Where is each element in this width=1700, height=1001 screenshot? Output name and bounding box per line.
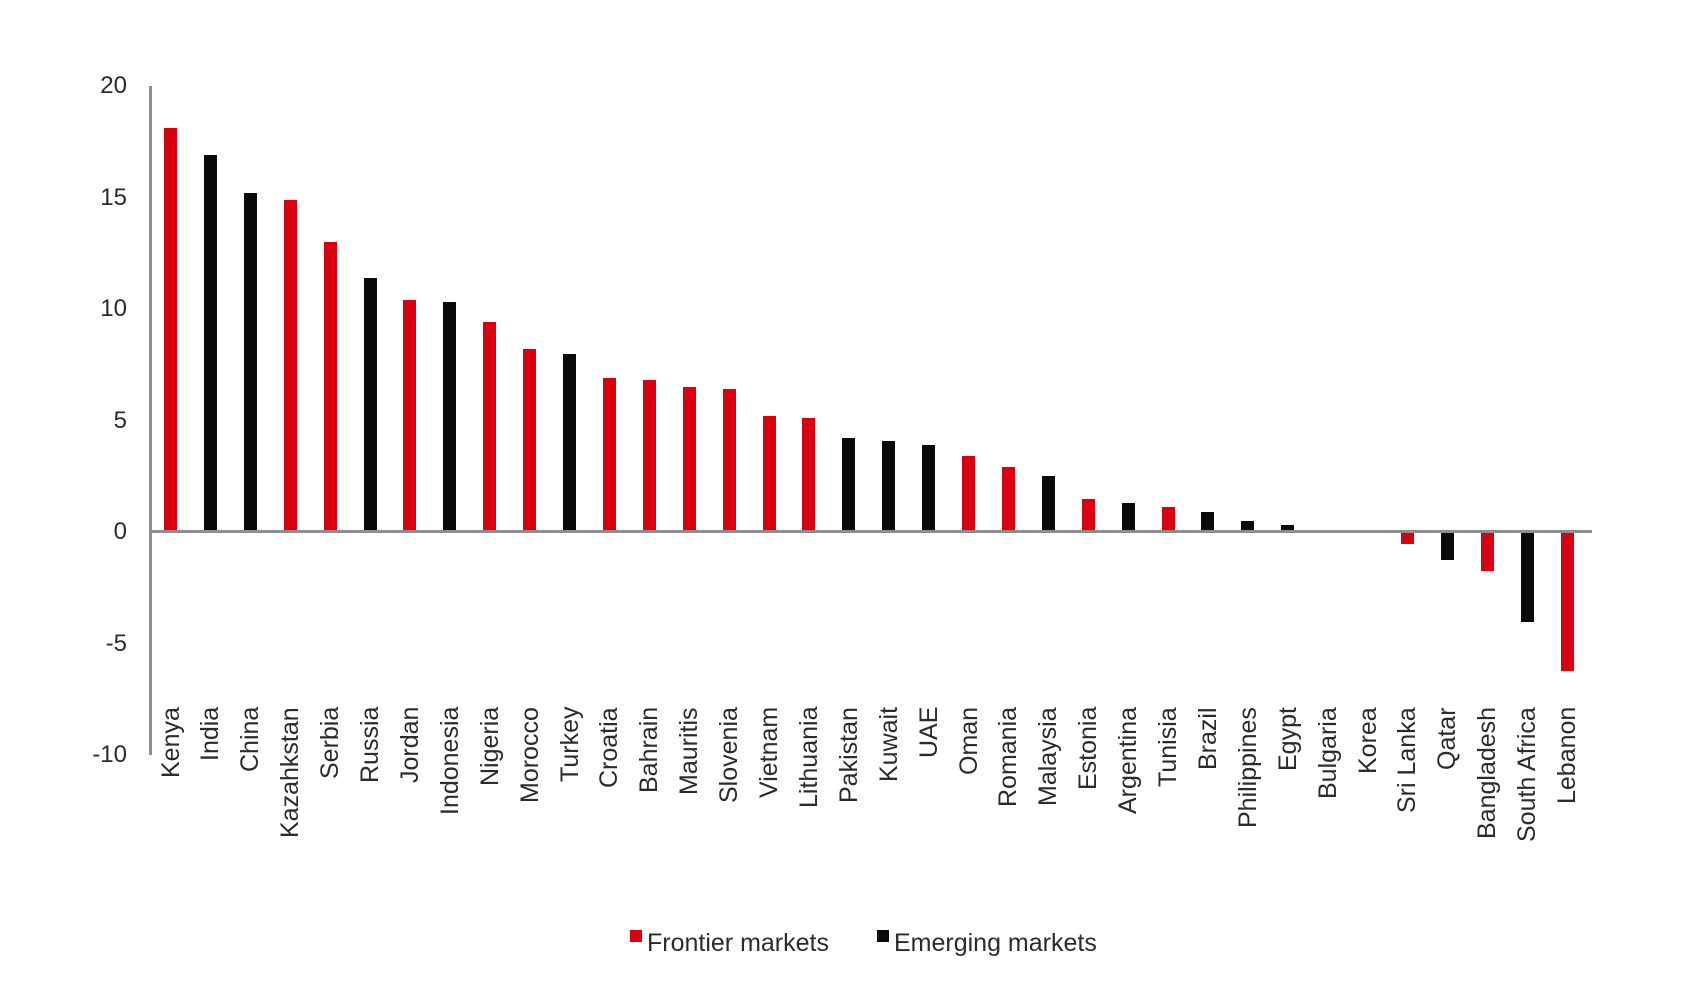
x-label-qatar: Qatar xyxy=(1433,707,1462,770)
x-label-turkey: Turkey xyxy=(555,707,584,783)
bar-bangladesh xyxy=(1480,533,1494,571)
x-label-bulgaria: Bulgaria xyxy=(1313,707,1342,799)
bar-slovenia xyxy=(722,389,736,532)
x-label-uae: UAE xyxy=(914,707,943,759)
bar-egypt xyxy=(1281,525,1295,532)
x-label-bahrain: Bahrain xyxy=(635,707,664,794)
bar-croatia xyxy=(602,378,616,532)
legend-swatch-frontier-markets xyxy=(630,930,642,942)
x-label-lithuania: Lithuania xyxy=(794,707,823,809)
x-label-oman: Oman xyxy=(954,707,983,776)
bar-serbia xyxy=(323,242,337,532)
bar-kenya xyxy=(164,128,177,532)
legend-label-frontier-markets: Frontier markets xyxy=(647,929,829,957)
bar-lebanon xyxy=(1560,533,1574,672)
x-axis-zero-line xyxy=(149,530,1592,533)
x-label-jordan: Jordan xyxy=(395,707,424,784)
y-tick-label-5: 5 xyxy=(113,406,127,434)
legend-swatch-emerging-markets xyxy=(876,930,889,942)
bar-turkey xyxy=(563,353,576,532)
x-label-pakistan: Pakistan xyxy=(834,707,863,803)
y-tick-label-15: 15 xyxy=(100,183,127,211)
bar-vietnam xyxy=(762,416,776,532)
y-axis-line xyxy=(149,86,152,755)
legend-item-emerging-markets: Emerging markets xyxy=(876,928,1097,958)
x-label-russia: Russia xyxy=(356,707,384,784)
x-label-estonia: Estonia xyxy=(1074,707,1103,791)
x-label-vietnam: Vietnam xyxy=(755,707,783,799)
x-label-china: China xyxy=(236,707,265,773)
x-label-mauritis: Mauritis xyxy=(675,707,704,795)
bar-russia xyxy=(363,277,377,532)
x-label-argentina: Argentina xyxy=(1114,707,1143,815)
x-label-slovenia: Slovenia xyxy=(715,707,744,803)
x-label-kazahkstan: Kazahkstan xyxy=(276,707,305,838)
x-label-nigeria: Nigeria xyxy=(475,707,504,787)
legend-item-frontier-markets: Frontier markets xyxy=(630,928,829,958)
bar-sri-lanka xyxy=(1400,533,1414,545)
x-label-brazil: Brazil xyxy=(1193,707,1222,770)
x-label-malaysia: Malaysia xyxy=(1034,707,1063,806)
bar-argentina xyxy=(1121,503,1135,532)
x-label-egypt: Egypt xyxy=(1273,707,1302,771)
x-label-indonesia: Indonesia xyxy=(435,707,464,816)
x-label-lebanon: Lebanon xyxy=(1553,707,1581,805)
x-label-romania: Romania xyxy=(994,707,1023,808)
x-label-croatia: Croatia xyxy=(595,707,624,788)
legend-label-emerging-markets: Emerging markets xyxy=(893,929,1097,957)
bar-indonesia xyxy=(443,302,457,532)
x-label-south-africa: South Africa xyxy=(1513,707,1542,842)
x-label-sri-lanka: Sri Lanka xyxy=(1393,707,1422,813)
x-label-india: India xyxy=(196,707,225,762)
bar-uae xyxy=(922,445,936,532)
bar-pakistan xyxy=(842,438,856,532)
bar-nigeria xyxy=(483,322,497,532)
y-tick-label-20: 20 xyxy=(100,72,127,99)
bar-india xyxy=(203,155,217,532)
x-label-tunisia: Tunisia xyxy=(1154,707,1182,787)
bar-brazil xyxy=(1201,511,1215,532)
bar-mauritis xyxy=(682,387,696,532)
bar-lithuania xyxy=(802,418,816,532)
bar-bahrain xyxy=(642,380,656,532)
x-label-kenya: Kenya xyxy=(156,707,185,778)
bar-qatar xyxy=(1440,533,1454,560)
x-label-korea: Korea xyxy=(1353,707,1382,774)
x-label-serbia: Serbia xyxy=(316,707,345,780)
legend: Frontier markets Emerging markets xyxy=(630,928,1097,958)
bar-tunisia xyxy=(1161,507,1175,532)
x-label-kuwait: Kuwait xyxy=(874,707,903,783)
bar-kuwait xyxy=(882,440,896,532)
x-label-morocco: Morocco xyxy=(515,707,544,803)
y-tick-label--5: -5 xyxy=(105,629,127,657)
bar-estonia xyxy=(1081,498,1095,532)
y-tick-label-10: 10 xyxy=(100,295,127,322)
bar-romania xyxy=(1001,467,1015,532)
bar-philippines xyxy=(1241,520,1255,532)
bar-morocco xyxy=(523,349,537,532)
bar-malaysia xyxy=(1041,476,1055,532)
x-label-philippines: Philippines xyxy=(1233,707,1262,828)
bar-south-africa xyxy=(1520,533,1534,623)
y-tick-label--10: -10 xyxy=(92,741,127,768)
bar-china xyxy=(243,193,257,532)
bar-jordan xyxy=(403,300,417,532)
bar-oman xyxy=(962,456,975,532)
bar-kazahkstan xyxy=(283,199,297,532)
y-tick-label-0: 0 xyxy=(113,518,127,545)
x-label-bangladesh: Bangladesh xyxy=(1473,707,1502,840)
